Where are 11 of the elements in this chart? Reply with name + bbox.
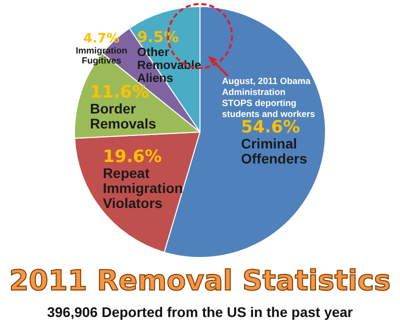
slice-label: Repeat Immigration Violators — [102, 164, 183, 211]
text: 2011 Removal Statistics — [8, 264, 392, 297]
text: 396,906 Deported from the US in the past year — [46, 304, 354, 320]
data-label: 19.6% — [102, 147, 162, 167]
data-label: 4.7% — [83, 31, 120, 46]
data-label: 9.5% — [137, 28, 179, 46]
text: August, 2011 Obama Administration STOPS deporting students and workers — [222, 76, 316, 120]
slice-label: Criminal Offenders — [241, 136, 308, 167]
data-label: 11.6% — [90, 82, 149, 102]
slice-label: Border Removals — [90, 100, 156, 132]
data-label: 54.6% — [241, 118, 300, 138]
